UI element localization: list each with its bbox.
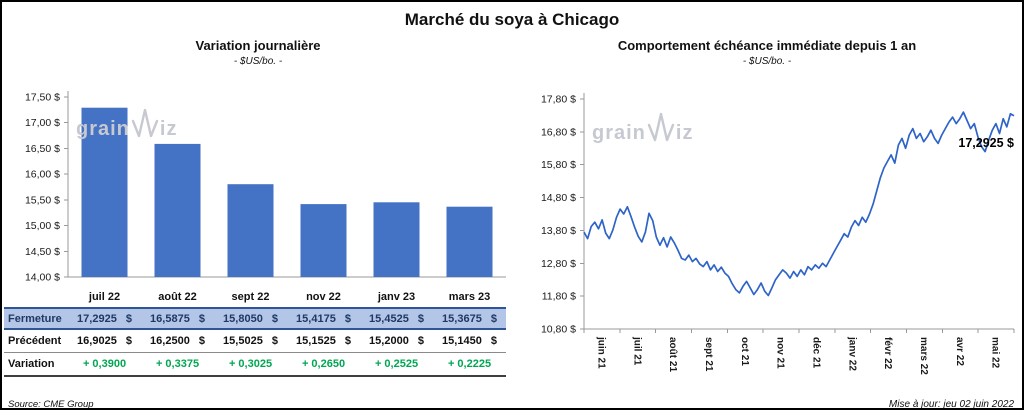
row-label: Précédent <box>8 335 62 347</box>
table-cell: + 0,2650 <box>301 358 346 370</box>
column-header: janv 23 <box>377 291 416 303</box>
front-month-panel: Comportement échéance immédiate depuis 1… <box>514 38 1020 410</box>
table-cell: 15,1450 $ <box>442 335 497 347</box>
svg-text:14,00 $: 14,00 $ <box>25 272 60 284</box>
table-cell: 16,2500 $ <box>150 335 205 347</box>
last-price-annotation: 17,2925 $ <box>958 136 1014 150</box>
table-cell: 15,3675 $ <box>442 312 497 325</box>
svg-text:déc 21: déc 21 <box>810 337 821 369</box>
table-cell: 16,9025 $ <box>77 335 132 347</box>
table-cell: 15,4175 $ <box>296 312 351 325</box>
table-cell: + 0,3900 <box>82 358 127 370</box>
front-month-line-chart: 10,80 $ 11,80 $ 12,80 $ 13,80 $ 14,80 $ 15,80… <box>541 93 1015 375</box>
table-cell: 15,2000 $ <box>369 335 424 347</box>
daily-variation-bar-chart: 14,00 $ 14,50 $ 15,00 $ 15,50 $ 16,00 $ 16,50… <box>25 91 506 284</box>
svg-text:juin 21: juin 21 <box>595 336 606 369</box>
table-cell: + 0,2525 <box>374 358 419 370</box>
table-cell: 15,8050 $ <box>223 312 278 325</box>
y-axis: 14,00 $ 14,50 $ 15,00 $ 15,50 $ 16,00 $ 16,50… <box>25 91 69 284</box>
svg-text:10,80 $: 10,80 $ <box>541 324 576 336</box>
column-header: nov 22 <box>306 291 341 303</box>
right-chart-title: Comportement échéance immédiate depuis 1… <box>617 38 917 53</box>
row-label: Fermeture <box>8 312 62 325</box>
column-header: sept 22 <box>231 291 270 303</box>
right-chart-subtitle: - $US/bo. - <box>742 56 792 67</box>
line-chart-area: 10,80 $ 11,80 $ 12,80 $ 13,80 $ 14,80 $ 15,80… <box>514 71 1020 383</box>
table-cell: 17,2925 $ <box>77 312 132 325</box>
y-axis: 10,80 $ 11,80 $ 12,80 $ 13,80 $ 14,80 $ 15,80… <box>541 93 585 336</box>
price-table: juil 22 août 22 sept 22 nov 22 janv 23 mars 2… <box>4 287 506 377</box>
svg-text:16,50 $: 16,50 $ <box>25 143 60 155</box>
svg-text:17,50 $: 17,50 $ <box>25 92 60 104</box>
left-chart-title: Variation journalière <box>195 38 321 53</box>
svg-text:15,50 $: 15,50 $ <box>25 194 60 206</box>
page-title: Marché du soya à Chicago <box>404 10 620 29</box>
svg-text:sept 21: sept 21 <box>703 337 714 372</box>
svg-text:oct 21: oct 21 <box>739 337 750 366</box>
table-cell: + 0,3375 <box>155 358 200 370</box>
svg-text:16,00 $: 16,00 $ <box>25 169 60 181</box>
column-header: mars 23 <box>448 291 491 303</box>
row-label: Variation <box>8 358 55 370</box>
svg-text:11,80 $: 11,80 $ <box>542 291 576 303</box>
svg-text:17,00 $: 17,00 $ <box>25 117 60 129</box>
table-cell: + 0,3025 <box>228 358 273 370</box>
column-header: août 22 <box>158 291 197 303</box>
svg-text:17,80 $: 17,80 $ <box>541 94 576 106</box>
source-note: Source: CME Group <box>8 399 94 410</box>
svg-text:nov 21: nov 21 <box>775 337 786 369</box>
svg-text:16,80 $: 16,80 $ <box>541 126 576 138</box>
price-line <box>583 111 1015 297</box>
table-cell: + 0,2225 <box>447 358 492 370</box>
svg-text:janv 22: janv 22 <box>846 336 857 371</box>
svg-text:avr 22: avr 22 <box>954 337 965 366</box>
left-chart-subtitle: - $US/bo. - <box>233 56 283 67</box>
daily-variation-panel: Variation journalière - $US/bo. - 14,00 … <box>4 38 512 410</box>
svg-text:févr 22: févr 22 <box>882 337 893 370</box>
svg-text:13,80 $: 13,80 $ <box>541 225 576 237</box>
table-cell: 15,1525 $ <box>296 335 351 347</box>
table-cell: 16,5875 $ <box>150 312 205 325</box>
table-header-row: juil 22 août 22 sept 22 nov 22 janv 23 mars 2… <box>4 287 506 307</box>
svg-text:15,80 $: 15,80 $ <box>541 159 576 171</box>
table-cell: 15,4525 $ <box>369 312 424 325</box>
bar-chart-area: 14,00 $ 14,50 $ 15,00 $ 15,50 $ 16,00 $ 16,50… <box>4 71 512 283</box>
bars <box>81 107 493 277</box>
svg-text:juil 21: juil 21 <box>631 336 642 366</box>
svg-text:12,80 $: 12,80 $ <box>541 258 576 270</box>
update-note: Mise à jour: jeu 02 juin 2022 <box>888 399 1014 410</box>
svg-text:14,80 $: 14,80 $ <box>541 192 576 204</box>
x-axis: juin 21 juil 21 août 21 sept 21 oct 21 nov 21… <box>583 328 1015 375</box>
table-row-fermeture: Fermeture 17,2925 $ 16,5875 $ 15,8050 $ 15,4175… <box>4 307 506 330</box>
table-row-variation: Variation + 0,3900 + 0,3375 + 0,3025 + 0,265… <box>4 353 506 377</box>
svg-text:août 21: août 21 <box>667 337 678 372</box>
column-header: juil 22 <box>88 291 121 303</box>
svg-text:15,00 $: 15,00 $ <box>25 220 60 232</box>
svg-text:mai 22: mai 22 <box>990 337 1001 369</box>
table-cell: 15,5025 $ <box>223 335 278 347</box>
table-row-precedent: Précédent 16,9025 $ 16,2500 $ 15,5025 $ 15,1525… <box>4 330 506 353</box>
svg-text:14,50 $: 14,50 $ <box>25 246 60 258</box>
svg-text:mars 22: mars 22 <box>918 337 929 375</box>
